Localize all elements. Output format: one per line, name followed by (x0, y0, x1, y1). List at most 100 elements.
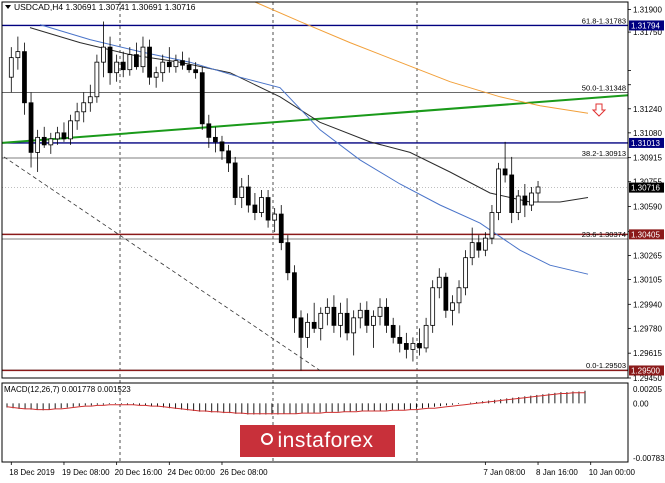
candle-body (476, 242, 482, 251)
price-tick-label: 1.30755 (633, 178, 662, 187)
price-tag (629, 20, 664, 31)
instaforex-logo-icon (261, 433, 274, 445)
candle-body (35, 136, 41, 153)
candle-body (423, 324, 429, 349)
candle-body (403, 343, 409, 350)
candle-body (278, 213, 284, 244)
fib-level-label: 0.0-1.29503 (586, 361, 626, 370)
candle-body (324, 306, 330, 314)
candle-body (252, 204, 258, 213)
macd-tick-label: 0.00205 (633, 385, 662, 394)
candle-body (160, 61, 166, 74)
candle-body (140, 46, 146, 68)
candle-body (344, 312, 350, 334)
candle-body (265, 197, 271, 221)
candle-body (390, 324, 396, 338)
candle-body (68, 120, 73, 140)
candle-body (436, 276, 442, 289)
candle-body (199, 72, 205, 125)
candle-body (81, 102, 87, 113)
price-tick-label: 1.29780 (633, 324, 662, 333)
fib-level-label: 23.6-1.30374 (582, 230, 626, 239)
candle-body (94, 61, 100, 98)
time-tick-label: 19 Dec 08:00 (62, 468, 110, 477)
candle-body (502, 168, 508, 176)
price-tick-label: 1.29450 (633, 374, 662, 383)
candle-body (127, 54, 133, 71)
candle-body (193, 69, 199, 74)
candle-body (74, 111, 80, 122)
candle-body (213, 136, 218, 143)
candle-body (292, 272, 297, 319)
candle-body (41, 136, 47, 146)
price-tag-label: 1.29500 (631, 366, 660, 375)
candle-body (338, 312, 343, 326)
time-tick-label: 20 Dec 16:00 (115, 468, 163, 477)
fib-level-label: 38.2-1.30913 (582, 149, 626, 158)
candle-body (239, 186, 245, 198)
candle-body (226, 150, 231, 164)
candle-body (114, 61, 120, 74)
price-tag-label: 1.31794 (631, 21, 660, 30)
price-tag-label: 1.30716 (631, 184, 660, 193)
price-tick-label: 1.31900 (633, 6, 662, 15)
candle-body (522, 195, 528, 206)
candle-body (87, 96, 93, 104)
candle-body (120, 61, 126, 71)
candle-body (397, 336, 403, 344)
candle-body (153, 72, 159, 78)
candle-body (298, 317, 304, 338)
candle-body (443, 276, 449, 311)
candle-body (377, 306, 383, 317)
time-tick-label: 24 Dec 00:00 (167, 468, 215, 477)
candle-body (219, 141, 225, 152)
candle-body (245, 186, 251, 206)
dashed-trendline (3, 156, 321, 371)
sell-arrow-icon (591, 103, 607, 117)
price-tick-label: 1.31750 (633, 28, 662, 37)
candle-body (417, 343, 422, 349)
candle-body (509, 174, 515, 213)
price-tag (629, 137, 664, 148)
candle-body (496, 168, 501, 213)
price-tag-label: 1.31013 (631, 139, 660, 148)
candle-body (311, 321, 317, 329)
candle-body (482, 237, 488, 251)
price-panel: 61.8-1.31783 50.0-1.31348 38.2-1.30913 23.6… (1, 1, 629, 462)
macd-tick-label: 0.00 (633, 399, 649, 408)
price-tick-label: 1.30915 (633, 154, 662, 163)
watermark-logo: instaforex (240, 425, 395, 457)
candle-body (28, 102, 34, 153)
time-tick-label: 7 Jan 08:00 (483, 468, 525, 477)
price-tag (629, 229, 664, 240)
candle-body (8, 57, 14, 78)
price-tick-label: 1.29615 (633, 349, 662, 358)
candle-body (272, 213, 278, 221)
candle-body (318, 312, 324, 329)
candle-body (61, 132, 67, 140)
fib-level-label: 50.0-1.31348 (582, 84, 626, 93)
price-tag (629, 365, 664, 376)
candle-body (48, 138, 54, 146)
candle-body (456, 287, 462, 304)
candle-body (305, 321, 310, 338)
candle-body (55, 132, 60, 140)
symbol-header: USDCAD,H4 1.30691 1.30741 1.30691 1.3071… (14, 2, 196, 12)
candle-body (450, 302, 455, 311)
time-tick-label: 18 Dec 2019 (9, 468, 55, 477)
candle-body (351, 317, 357, 334)
candle-body (469, 242, 475, 259)
candle-body (371, 315, 376, 326)
candle-body (489, 212, 495, 239)
candle-body (166, 61, 172, 68)
candle-body (22, 51, 27, 104)
candle-body (101, 46, 106, 63)
candle-body (259, 197, 264, 213)
candle-body (232, 162, 238, 198)
candle-body (147, 46, 152, 78)
macd-panel: MACD(12,26,7) 0.001778 0.001523 (4, 385, 586, 415)
candle-body (285, 242, 291, 274)
price-tick-label: 1.30105 (633, 275, 662, 284)
fib-level-label: 61.8-1.31783 (582, 16, 626, 25)
